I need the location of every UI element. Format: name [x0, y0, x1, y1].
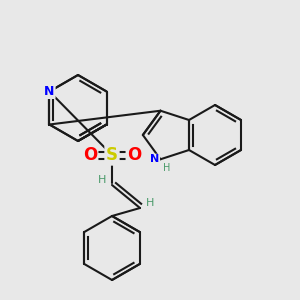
Text: H: H [164, 163, 171, 173]
Text: N: N [150, 154, 160, 164]
Text: N: N [44, 85, 55, 98]
Text: O: O [83, 146, 97, 164]
Text: H: H [98, 175, 106, 185]
Text: S: S [106, 146, 118, 164]
Text: O: O [127, 146, 141, 164]
Text: H: H [146, 198, 154, 208]
